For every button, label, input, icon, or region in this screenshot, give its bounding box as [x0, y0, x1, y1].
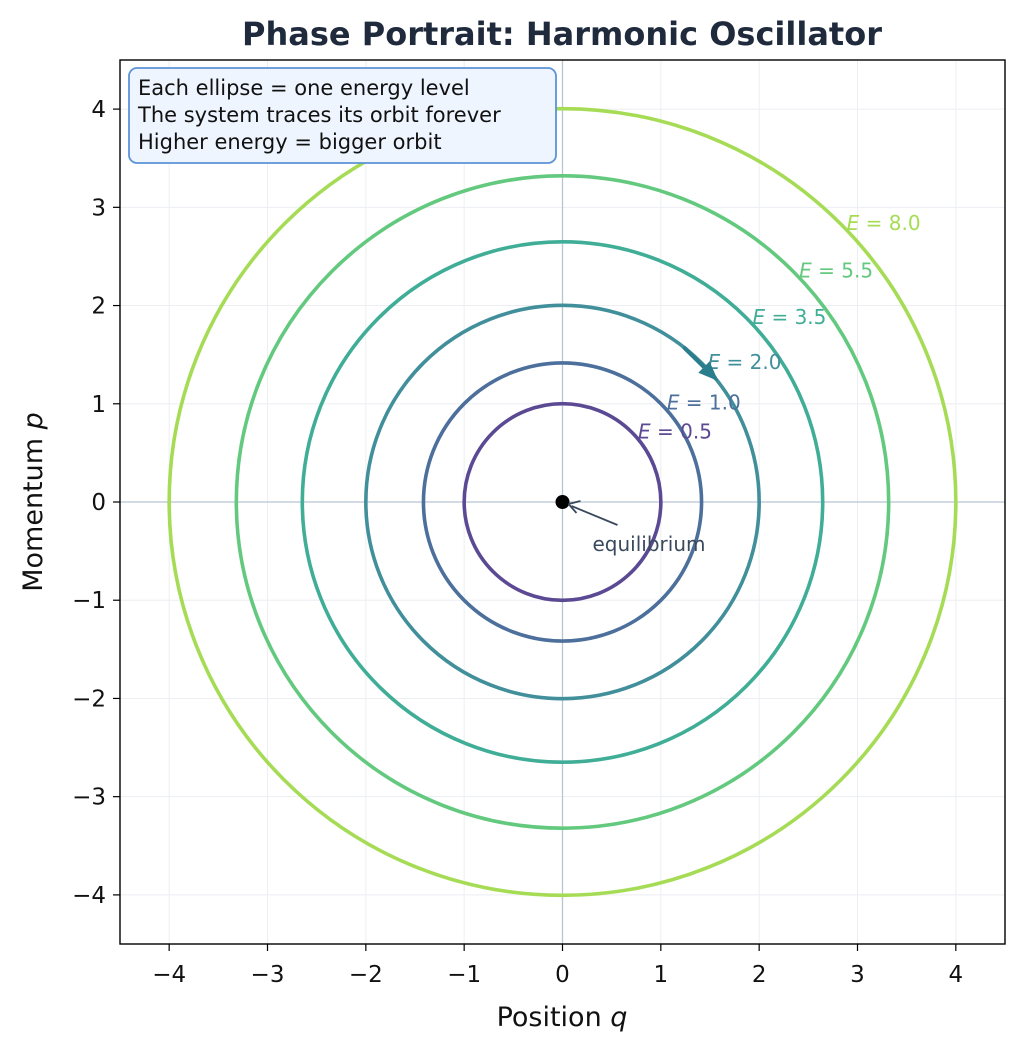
- energy-label-var: E: [752, 305, 765, 329]
- x-tick-label: 0: [555, 962, 570, 988]
- x-axis-label-var: q: [610, 1002, 627, 1033]
- x-tick-label: 3: [850, 962, 865, 988]
- x-tick-label: 1: [654, 962, 669, 988]
- energy-orbit-3-5: [300, 240, 825, 764]
- energy-label-value: = 2.0: [720, 350, 781, 374]
- flow-arrow-head: [698, 361, 719, 382]
- x-tick-label: 2: [752, 962, 767, 988]
- energy-label-8: E = 8.0: [847, 211, 921, 235]
- y-tick-label: 0: [91, 490, 106, 516]
- y-axis-label-text: Momentum: [18, 429, 49, 591]
- info-box: [128, 67, 557, 164]
- x-tick-label: −3: [251, 962, 285, 988]
- y-tick-label: −2: [72, 686, 106, 712]
- energy-orbit-5-5: [234, 174, 891, 830]
- y-tick-label: 2: [91, 294, 106, 320]
- energy-orbit-1: [421, 361, 704, 643]
- y-tick-label: −3: [72, 785, 106, 811]
- energy-label-var: E: [638, 419, 651, 443]
- x-axis-label-text: Position: [497, 1002, 611, 1033]
- energy-label-value: = 8.0: [859, 211, 920, 235]
- x-axis-label: Position q: [497, 1002, 628, 1033]
- y-axis-label-var: p: [18, 412, 49, 430]
- energy-label-5-5: E = 5.5: [799, 258, 873, 282]
- info-box-line: Each ellipse = one energy level: [138, 76, 470, 100]
- equilibrium-point: [555, 495, 570, 509]
- energy-label-var: E: [847, 211, 860, 235]
- y-axis-label: Momentum p: [18, 412, 49, 592]
- y-tick-label: 4: [91, 97, 106, 123]
- info-box-line: Higher energy = bigger orbit: [138, 130, 442, 154]
- energy-label-var: E: [799, 258, 812, 282]
- energy-orbit-8: [167, 106, 958, 898]
- energy-label-var: E: [667, 391, 680, 415]
- energy-orbit-2: [364, 303, 761, 701]
- energy-label-1: E = 1.0: [667, 391, 741, 415]
- chart-title: Phase Portrait: Harmonic Oscillator: [242, 15, 882, 53]
- x-tick-label: 4: [949, 962, 964, 988]
- x-tick-label: −2: [349, 962, 383, 988]
- y-tick-label: 1: [91, 392, 106, 418]
- energy-label-3-5: E = 3.5: [752, 305, 826, 329]
- energy-label-2: E = 2.0: [708, 350, 782, 374]
- y-tick-label: −4: [72, 883, 106, 909]
- energy-label-value: = 3.5: [765, 305, 826, 329]
- x-tick-label: −1: [447, 962, 481, 988]
- y-tick-label: 3: [91, 195, 106, 221]
- energy-label-0-5: E = 0.5: [638, 419, 712, 443]
- plot-area: E = 0.5E = 1.0E = 2.0E = 3.5E = 5.5E = 8…: [72, 59, 1006, 988]
- energy-label-value: = 0.5: [651, 419, 712, 443]
- energy-orbit-0-5: [462, 401, 663, 603]
- equilibrium-arrow-head: [567, 500, 581, 514]
- y-tick-label: −1: [72, 588, 106, 614]
- equilibrium-arrow-line: [571, 505, 618, 526]
- energy-label-value: = 1.0: [679, 391, 740, 415]
- x-tick-label: −4: [152, 962, 186, 988]
- equilibrium-label: equilibrium: [593, 532, 706, 556]
- energy-label-value: = 5.5: [812, 258, 873, 282]
- info-box-line: The system traces its orbit forever: [137, 103, 501, 127]
